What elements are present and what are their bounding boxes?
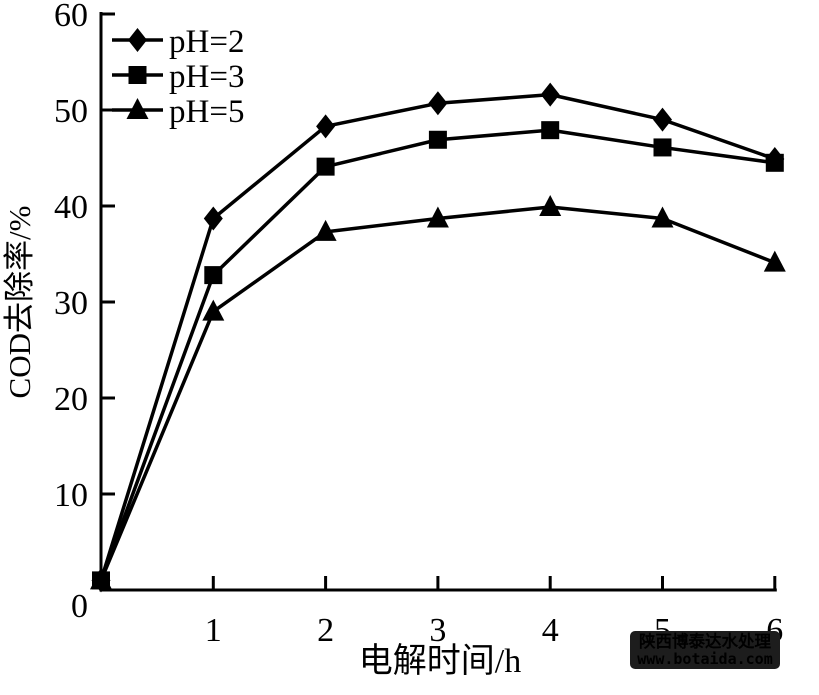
square-marker bbox=[316, 157, 335, 176]
square-marker bbox=[653, 138, 672, 157]
diamond-marker bbox=[653, 107, 672, 132]
series-pH=2 bbox=[91, 82, 785, 593]
legend-entry-pH=5: pH=5 bbox=[112, 94, 244, 130]
legend-entry-pH=2: pH=2 bbox=[112, 24, 244, 60]
y-tick-label: 20 bbox=[54, 381, 88, 418]
y-tick-label: 0 bbox=[71, 588, 88, 625]
legend-label-pH=5: pH=5 bbox=[169, 94, 244, 130]
diamond-marker bbox=[316, 114, 336, 139]
series-pH=5 bbox=[90, 194, 786, 590]
watermark-url-text: www.botaida.com bbox=[637, 650, 772, 668]
watermark-company-text: 陕西博泰达水处理 bbox=[639, 631, 772, 651]
square-marker bbox=[204, 266, 223, 285]
y-tick-label: 40 bbox=[54, 189, 88, 226]
series-line-pH=5 bbox=[99, 205, 776, 582]
triangle-marker bbox=[426, 206, 449, 228]
legend: pH=2pH=3pH=5 bbox=[112, 24, 244, 130]
series-line-pH=3 bbox=[99, 128, 776, 582]
legend-label-pH=3: pH=3 bbox=[169, 59, 244, 95]
triangle-marker bbox=[539, 194, 562, 216]
y-tick-label: 10 bbox=[54, 477, 88, 514]
y-axis-title: COD去除率/% bbox=[2, 206, 37, 399]
square-marker bbox=[428, 130, 447, 149]
triangle-marker bbox=[314, 219, 337, 241]
x-axis-title: 电解时间/h bbox=[359, 642, 521, 680]
diamond-marker bbox=[428, 91, 448, 116]
legend-label-pH=2: pH=2 bbox=[169, 24, 244, 60]
triangle-marker bbox=[126, 98, 149, 119]
y-tick-label: 60 bbox=[54, 0, 88, 34]
triangle-marker bbox=[763, 250, 786, 272]
square-marker bbox=[541, 121, 560, 140]
triangle-marker bbox=[651, 206, 674, 228]
legend-entry-pH=3: pH=3 bbox=[112, 59, 244, 95]
watermark-bg bbox=[630, 631, 780, 669]
y-tick-label: 50 bbox=[54, 93, 88, 130]
y-tick-label: 30 bbox=[54, 285, 88, 322]
triangle-marker bbox=[202, 299, 225, 321]
diamond-marker bbox=[540, 82, 560, 107]
triangle-marker bbox=[90, 568, 112, 590]
diamond-marker bbox=[128, 28, 147, 52]
diamond-marker bbox=[203, 206, 223, 231]
square-marker bbox=[765, 153, 784, 172]
x-tick-label: 3 bbox=[429, 612, 446, 649]
x-tick-label: 4 bbox=[542, 612, 559, 649]
x-tick-label: 2 bbox=[317, 612, 334, 649]
square-marker bbox=[128, 66, 147, 84]
x-tick-label: 1 bbox=[205, 612, 222, 649]
